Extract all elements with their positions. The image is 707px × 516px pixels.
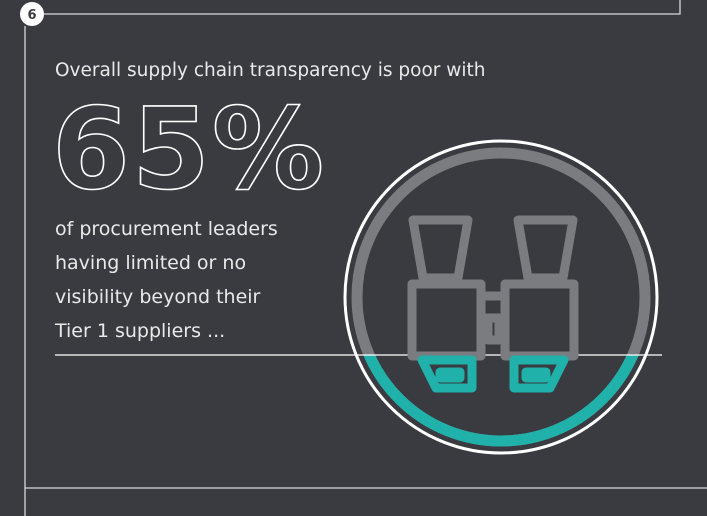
outer-ring (343, 139, 659, 455)
stat: 65% (52, 85, 326, 215)
right-slot (521, 367, 551, 383)
frame-top (44, 0, 681, 15)
inner-ring-teal (363, 355, 639, 447)
description-line: having limited or no (55, 252, 246, 274)
lead-text: Overall supply chain transparency is poo… (55, 60, 486, 81)
binocular-lenses (417, 355, 569, 393)
left-body (407, 279, 486, 361)
badge-number: 6 (27, 8, 36, 23)
left-slot (435, 367, 465, 383)
description-line: of procurement leaders (55, 218, 278, 240)
badge-circle (20, 2, 44, 26)
frame (24, 0, 707, 516)
description-line: visibility beyond their (55, 286, 261, 308)
description: of procurement leaders having limited or … (54, 218, 278, 342)
focus (483, 313, 504, 345)
binoculars (407, 215, 579, 361)
right-body (500, 279, 579, 361)
description-line: Tier 1 suppliers ... (54, 320, 225, 342)
right-eyepiece (513, 215, 578, 283)
left-eyepiece (408, 215, 473, 283)
